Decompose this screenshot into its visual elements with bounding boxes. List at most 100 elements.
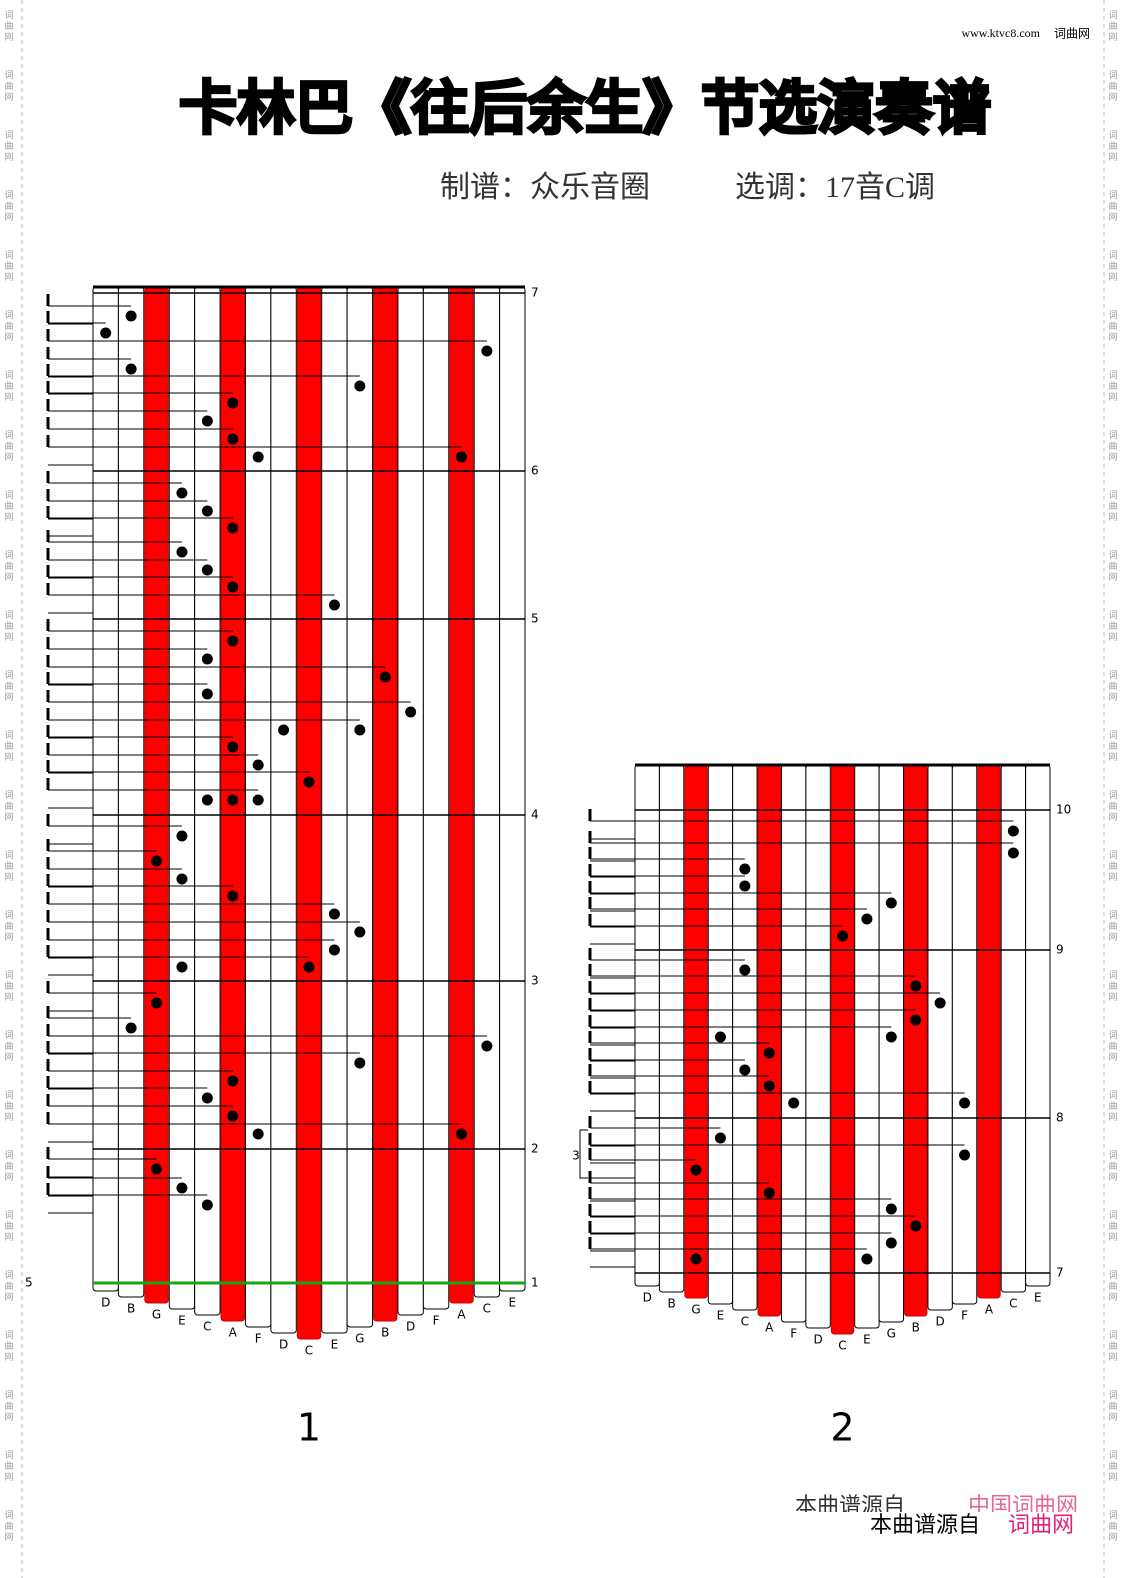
note [959,1149,971,1161]
page-number: 1 [297,1406,321,1450]
note [934,997,946,1009]
key-label: A [765,1321,774,1335]
note [227,522,239,534]
note [176,961,188,973]
side-mark: 词曲网 [3,490,14,523]
side-mark: 词曲网 [1107,1270,1118,1303]
tine [499,286,526,1292]
key-label: D [643,1291,652,1305]
side-mark: 词曲网 [3,670,14,703]
note [885,1031,897,1043]
measure-number: 5 [531,612,539,626]
key-label: G [691,1303,700,1317]
note [227,741,239,753]
page-number: 2 [830,1406,854,1450]
note [763,1187,775,1199]
tine [805,764,831,1329]
side-mark: 词曲网 [1107,790,1118,823]
key-label: E [1034,1291,1042,1305]
key-label: C [305,1344,313,1358]
red-tine [373,286,398,1322]
side-mark: 词曲网 [1107,1450,1118,1483]
side-mark: 词曲网 [1107,910,1118,943]
note [201,1199,213,1211]
key-label: C [483,1302,491,1316]
side-mark: 词曲网 [3,1510,14,1543]
note [201,688,213,700]
side-mark: 词曲网 [3,1270,14,1303]
key-label: E [331,1338,339,1352]
measure-number: 8 [1056,1111,1064,1125]
note [278,724,290,736]
note [201,564,213,576]
side-mark: 词曲网 [1107,1390,1118,1423]
tine [321,286,348,1334]
triplet-bracket [579,1129,588,1179]
note [861,1253,873,1265]
note [100,327,112,339]
note [455,1128,467,1140]
tine [346,286,374,1328]
red-tine [144,286,169,1304]
key-label: C [1009,1297,1017,1311]
triplet: 3 [572,1149,580,1163]
measure-number: 7 [531,286,539,300]
side-mark: 词曲网 [3,310,14,343]
tine [397,286,424,1316]
note [227,635,239,647]
side-mark: 词曲网 [1107,490,1118,523]
side-mark: 词曲网 [1107,730,1118,763]
red-tine [449,286,474,1304]
note [910,1014,922,1026]
note [328,599,340,611]
note [481,1040,493,1052]
side-mark: 词曲网 [1107,1210,1118,1243]
tine [117,286,145,1298]
red-tine [296,286,322,1340]
side-mark: 词曲网 [1107,310,1118,343]
tine [780,764,807,1323]
note [151,1163,163,1175]
note [151,855,163,867]
note [885,897,897,909]
note [252,759,264,771]
note [201,415,213,427]
footer-source: 本曲谱源自 [870,1513,980,1538]
note [176,487,188,499]
side-mark: 词曲网 [3,730,14,763]
note [354,724,366,736]
note [714,1031,726,1043]
note [176,546,188,558]
side-mark: 词曲网 [3,430,14,463]
red-tine [684,764,708,1299]
note [837,930,848,942]
note [1007,847,1019,859]
key-label: D [936,1315,945,1329]
note [227,433,239,445]
key-label: F [961,1309,968,1323]
red-tine [904,764,928,1317]
arranger: 制谱：众乐音圈 [440,171,650,204]
note [151,997,163,1009]
note [763,1080,775,1092]
note [328,944,340,956]
key-label: E [863,1333,871,1347]
tine [658,764,685,1293]
measure-number: 9 [1056,943,1064,957]
note [201,505,213,517]
side-mark: 词曲网 [1107,1510,1118,1543]
note [227,581,239,593]
side-mark: 词曲网 [1107,970,1118,1003]
note [176,873,188,885]
tine [422,286,450,1310]
key-label: A [229,1326,238,1340]
key-label: E [508,1296,516,1310]
side-mark: 词曲网 [3,550,14,583]
tine [270,286,297,1334]
note [227,1110,239,1122]
side-mark: 词曲网 [3,370,14,403]
note [303,776,315,788]
side-mark: 词曲网 [3,850,14,883]
key-label: C [838,1339,846,1353]
side-mark: 词曲网 [3,1390,14,1423]
